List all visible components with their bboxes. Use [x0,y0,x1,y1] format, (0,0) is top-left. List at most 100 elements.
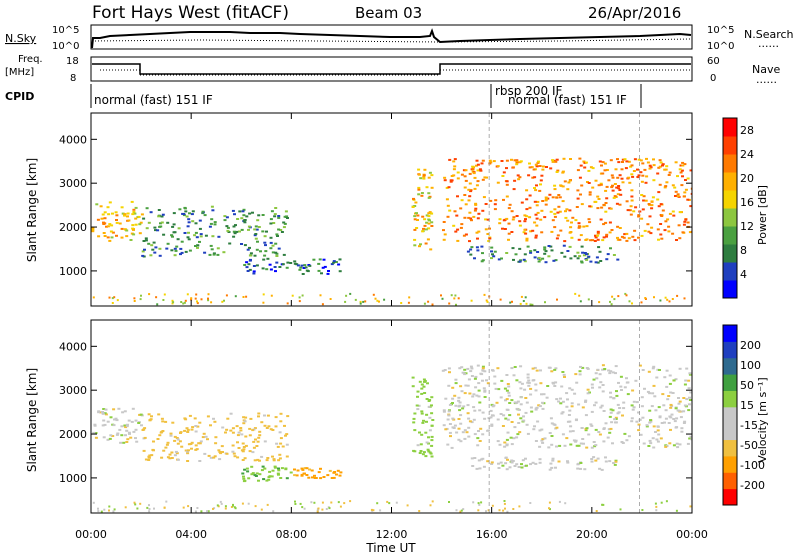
data-cell [523,214,527,217]
data-cell [610,174,614,177]
data-cell [120,227,124,230]
data-cell [528,194,532,197]
data-cell [654,431,657,433]
data-cell [658,165,662,168]
nsearch-tick-top: 10^5 [707,25,734,36]
data-cell [243,420,247,423]
data-cell [536,161,540,164]
data-cell [505,217,509,220]
data-cell [345,294,348,297]
data-cell [300,467,304,470]
data-cell [191,220,195,223]
data-cell [477,430,480,432]
colorbar-tick-label: -15 [740,419,758,432]
data-cell [560,385,564,388]
data-cell [592,456,596,459]
data-cell [581,251,585,254]
data-cell [660,501,663,504]
data-cell [664,417,668,420]
data-cell [148,419,152,422]
data-cell [337,501,340,504]
data-cell [502,198,505,201]
data-cell [198,442,202,445]
data-cell [248,268,252,271]
data-cell [596,457,600,460]
data-cell [478,409,482,412]
data-cell [173,231,177,234]
data-cell [133,212,137,215]
data-cell [414,201,418,204]
data-cell [330,263,334,266]
data-cell [589,166,593,169]
data-cell [253,254,257,257]
data-cell [157,215,161,218]
data-cell [252,440,256,443]
data-cell [569,158,572,160]
data-cell [590,458,594,460]
freq-panel-frame [90,56,693,82]
data-cell [602,236,606,239]
data-cell [619,385,623,388]
data-cell [620,235,624,238]
data-cell [277,473,280,476]
data-cell [679,416,683,419]
data-cell [126,212,130,215]
data-cell [213,420,217,423]
data-cell [498,222,502,225]
data-cell [679,171,683,174]
data-cell [482,196,486,199]
data-cell [283,222,287,225]
data-cell [247,477,251,480]
data-cell [676,294,679,297]
data-cell [544,203,548,206]
data-cell [543,216,547,219]
data-cell [531,229,535,232]
data-cell [649,166,653,169]
data-cell [594,200,598,203]
data-cell [229,412,233,415]
data-cell [504,507,506,510]
colorbar-segment [723,472,737,490]
data-cell [513,465,517,467]
data-cell [678,367,682,370]
data-cell [190,428,194,431]
data-cell [543,246,547,249]
data-cell [147,456,151,459]
data-cell [333,471,337,473]
data-cell [637,423,641,426]
data-cell [319,467,322,470]
data-cell [252,265,256,267]
data-cell [637,158,641,161]
data-cell [102,419,106,422]
data-cell [557,400,561,403]
data-cell [663,168,667,171]
data-cell [598,373,602,376]
data-cell [311,476,314,479]
data-cell [443,179,447,182]
data-cell [463,368,467,371]
data-cell [686,198,690,201]
data-cell [597,198,601,200]
data-cell [570,402,574,405]
data-cell [650,207,654,210]
data-cell [418,380,422,383]
data-cell [272,459,276,462]
data-cell [661,163,665,166]
data-cell [413,412,417,415]
data-cell [668,382,672,385]
data-cell [139,298,142,301]
data-cell [599,218,603,221]
data-cell [633,239,637,242]
colorbar-segment [723,439,737,457]
data-cell [359,302,362,305]
data-cell [578,255,582,258]
data-cell [506,383,510,385]
data-cell [245,295,248,298]
data-cell [362,300,365,303]
data-cell [663,421,666,424]
data-cell [588,193,592,196]
data-cell [125,229,129,232]
data-cell [655,438,659,441]
data-cell [254,505,257,508]
data-cell [517,413,520,416]
